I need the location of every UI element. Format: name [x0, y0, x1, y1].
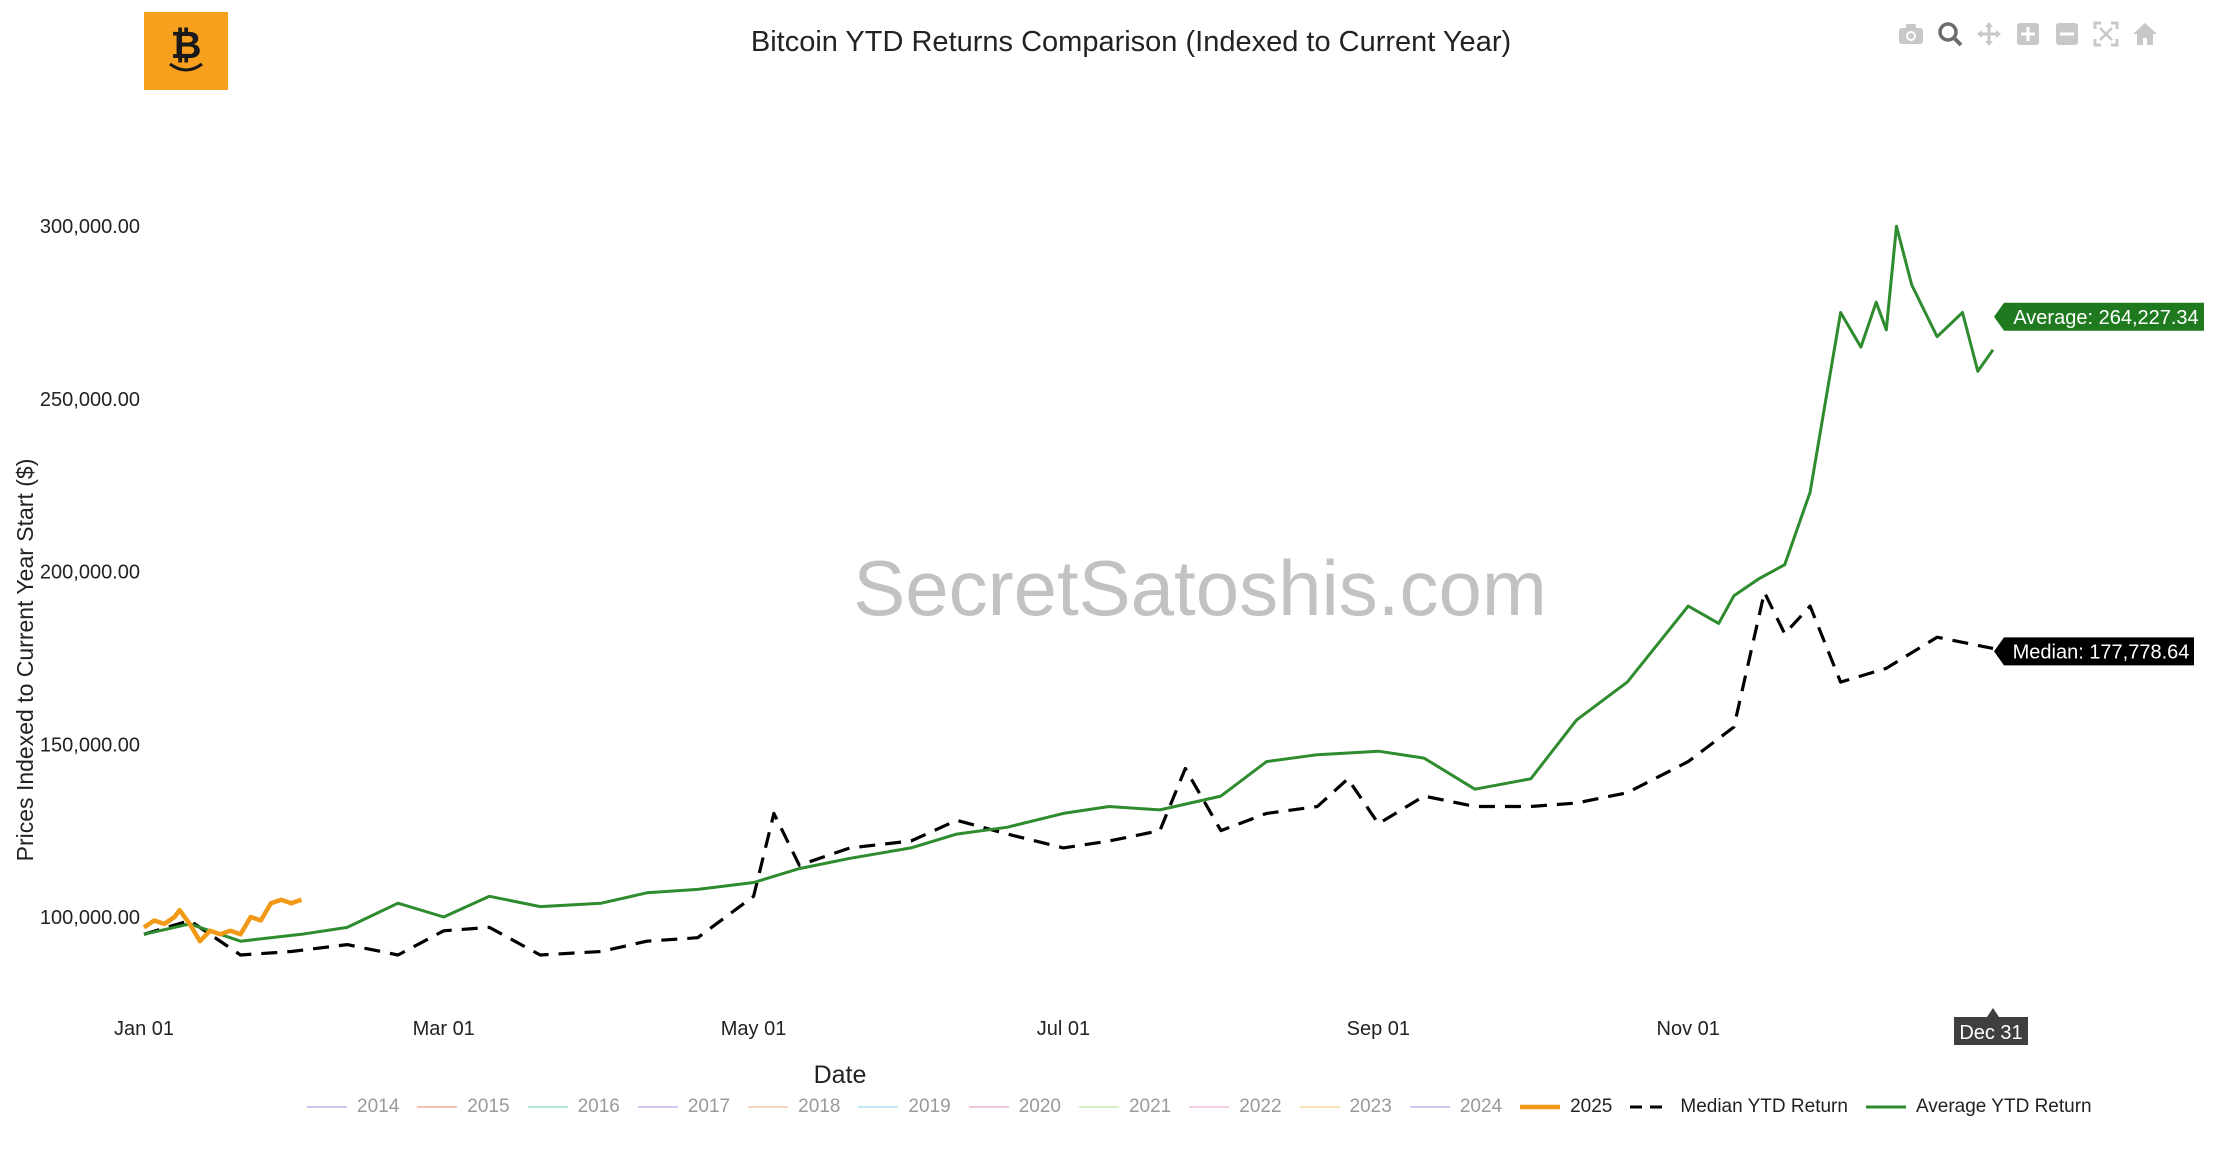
legend-label: 2025: [1570, 1096, 1613, 1117]
legend-item-median-ytd-return[interactable]: Median YTD Return: [1628, 1096, 1848, 1118]
x-tick-label: Sep 01: [1347, 1018, 1410, 1040]
series-line-median-ytd-return[interactable]: [143, 590, 1994, 957]
zoom-icon[interactable]: [1934, 18, 1965, 49]
camera-icon[interactable]: [1895, 18, 1926, 49]
legend-swatch: [415, 1103, 459, 1111]
y-tick-label: 250,000.00: [40, 389, 140, 411]
legend-label: 2017: [687, 1096, 731, 1117]
legend-label: 2015: [467, 1096, 510, 1117]
legend-item-2016[interactable]: 2016: [526, 1096, 620, 1118]
x-tick-label: Mar 01: [413, 1018, 475, 1040]
y-axis: 100,000.00 150,000.00 200,000.00 250,000.00…: [40, 216, 140, 929]
legend-label: 2024: [1459, 1096, 1503, 1117]
legend-swatch: [1077, 1103, 1121, 1111]
legend-item-average-ytd-return[interactable]: Average YTD Return: [1864, 1096, 2092, 1118]
legend-swatch: [1298, 1103, 1342, 1111]
legend-label: 2021: [1128, 1096, 1172, 1117]
legend-swatch: [526, 1103, 570, 1111]
reset-axes-icon[interactable]: [2129, 18, 2160, 49]
legend-item-2024[interactable]: 2024: [1408, 1096, 1502, 1118]
legend-item-2015[interactable]: 2015: [415, 1096, 510, 1118]
x-axis-title: Date: [814, 1061, 867, 1089]
brand-logo: ₿: [144, 12, 228, 90]
series-line-2025[interactable]: [142, 897, 303, 944]
legend-swatch: [1518, 1103, 1562, 1111]
legend-swatch: [305, 1103, 349, 1111]
legend-swatch: [967, 1103, 1011, 1111]
legend-label: 2022: [1239, 1096, 1282, 1117]
legend-label: 2018: [798, 1096, 841, 1117]
legend-item-2021[interactable]: 2021: [1077, 1096, 1171, 1118]
median-end-label: Median: 177,778.64: [1994, 637, 2194, 666]
legend-item-2022[interactable]: 2022: [1187, 1096, 1282, 1118]
legend: 2014 2015 2016 2017 2018 2019 2020 2021 2022 2023…: [305, 1096, 2108, 1118]
legend-item-2020[interactable]: 2020: [967, 1096, 1061, 1118]
legend-item-2014[interactable]: 2014: [305, 1096, 399, 1118]
autoscale-icon[interactable]: [2090, 18, 2121, 49]
series-line-average-ytd-return[interactable]: [143, 224, 1995, 943]
y-tick-label: 200,000.00: [40, 562, 140, 584]
hover-x-label: Dec 31: [1954, 1008, 2028, 1045]
annotation-text: Average: 264,227.34: [2013, 307, 2198, 329]
annotation-text: Median: 177,778.64: [2013, 641, 2190, 663]
x-tick-label: Nov 01: [1657, 1018, 1720, 1040]
x-axis: Jan 01 Mar 01 May 01 Jul 01 Sep 01 Nov 01: [114, 1018, 1720, 1040]
annotations: Average: 264,227.34 Median: 177,778.64: [1994, 302, 2204, 666]
series-layer: [142, 224, 1995, 957]
legend-swatch: [1628, 1103, 1672, 1111]
y-tick-label: 300,000.00: [40, 216, 140, 238]
legend-swatch: [746, 1103, 790, 1111]
legend-swatch: [636, 1103, 680, 1111]
legend-label: 2014: [357, 1096, 400, 1117]
legend-label: Median YTD Return: [1680, 1096, 1848, 1117]
svg-text:₿: ₿: [171, 23, 202, 67]
zoom-out-icon[interactable]: [2051, 18, 2082, 49]
legend-item-2023[interactable]: 2023: [1298, 1096, 1392, 1118]
legend-label: 2019: [908, 1096, 951, 1117]
y-tick-label: 100,000.00: [40, 907, 140, 929]
legend-item-2018[interactable]: 2018: [746, 1096, 840, 1118]
x-tick-label: Jul 01: [1037, 1018, 1090, 1040]
y-tick-label: 150,000.00: [40, 734, 140, 756]
legend-swatch: [1864, 1103, 1908, 1111]
x-tick-label: May 01: [721, 1018, 787, 1040]
chart-title: Bitcoin YTD Returns Comparison (Indexed …: [750, 26, 1512, 58]
legend-label: 2016: [577, 1096, 620, 1117]
legend-item-2019[interactable]: 2019: [856, 1096, 951, 1118]
legend-swatch: [856, 1103, 900, 1111]
legend-label: 2020: [1018, 1096, 1061, 1117]
x-tick-label: Jan 01: [114, 1018, 174, 1040]
legend-swatch: [1187, 1103, 1231, 1111]
legend-label: Average YTD Return: [1915, 1096, 2092, 1117]
chart-modebar: [1895, 18, 2160, 49]
legend-swatch: [1408, 1103, 1452, 1111]
legend-label: 2023: [1349, 1096, 1392, 1117]
hover-x-text: Dec 31: [1959, 1022, 2022, 1044]
average-end-label: Average: 264,227.34: [1994, 302, 2204, 331]
zoom-in-icon[interactable]: [2012, 18, 2043, 49]
pan-icon[interactable]: [1973, 18, 2004, 49]
legend-item-2025[interactable]: 2025: [1518, 1096, 1612, 1118]
y-axis-title: Prices Indexed to Current Year Start ($): [12, 459, 38, 862]
bitcoin-face-icon: ₿: [169, 23, 203, 72]
legend-item-2017[interactable]: 2017: [636, 1096, 730, 1118]
